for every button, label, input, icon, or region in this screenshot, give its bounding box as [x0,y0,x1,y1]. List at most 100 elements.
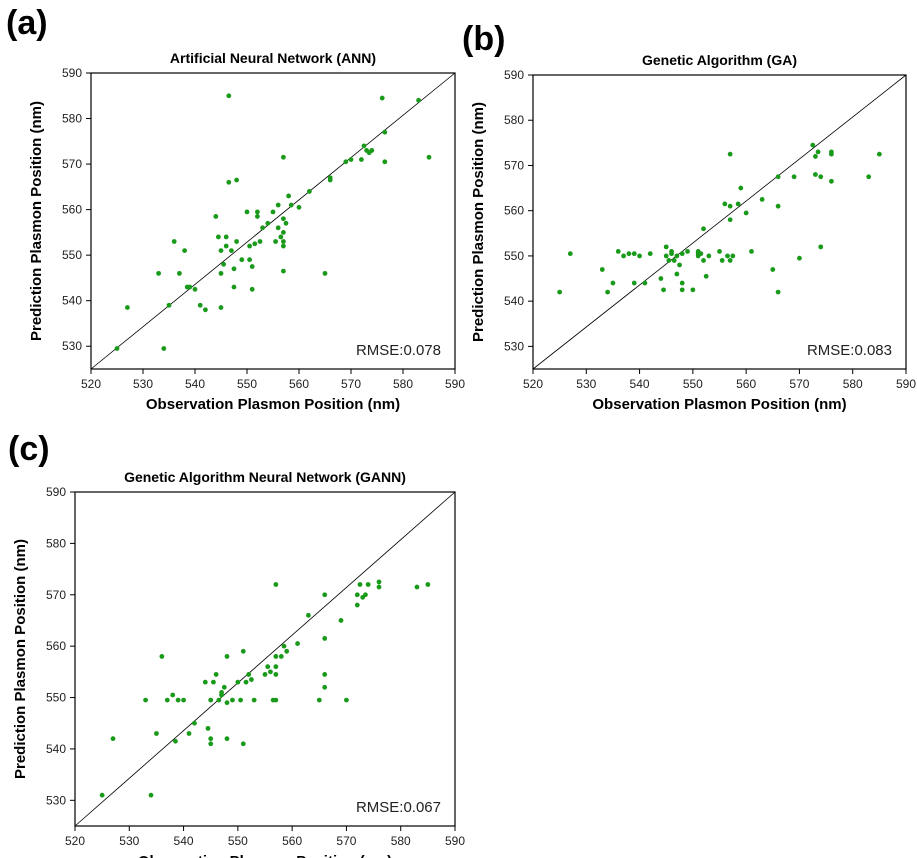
data-point [247,243,253,249]
y-tick-label: 540 [46,742,66,756]
data-point [637,253,642,259]
data-point [876,151,882,157]
data-point [382,129,388,135]
reference-line [74,491,456,827]
data-point [216,234,221,240]
data-point [738,185,744,191]
data-point [262,672,268,677]
data-point [677,262,682,268]
plot-frame [532,74,907,370]
data-point [247,257,253,263]
data-point [365,582,371,587]
data-point [218,270,224,276]
data-point [829,178,834,184]
data-point [679,287,685,293]
reference-line [90,72,456,370]
data-point [173,738,178,744]
reference-line [532,74,907,370]
data-point [296,204,302,210]
data-point [182,248,188,254]
data-point [164,697,170,703]
x-tick-label: 570 [336,834,356,848]
y-tick-label: 580 [46,536,66,550]
y-tick-label: 540 [62,294,82,308]
x-tick-label: 540 [630,377,650,391]
chart-title: Artificial Neural Network (ANN) [170,50,376,66]
data-point [281,154,286,160]
data-point [647,251,653,257]
data-point [818,174,824,180]
data-point [376,579,382,585]
data-point [226,179,232,185]
y-tick-label: 570 [62,157,82,171]
data-point [221,684,227,690]
x-tick-label: 590 [445,377,465,391]
data-point [203,307,208,313]
data-point [283,220,289,226]
x-tick-label: 590 [445,834,465,848]
rmse-annotation: RMSE:0.078 [356,342,441,359]
y-tick-label: 540 [504,294,524,308]
data-point [275,225,281,231]
data-point [192,720,197,726]
data-point [234,177,240,183]
data-point [166,302,172,308]
data-point [281,643,287,649]
data-point [278,234,284,240]
data-point [322,636,328,641]
data-point [797,255,802,261]
data-point [701,258,706,263]
data-point [376,584,382,590]
data-point [257,239,263,244]
data-point [249,677,254,682]
data-point [663,244,669,250]
data-point [278,654,284,659]
data-point [231,284,237,290]
rmse-annotation: RMSE:0.067 [356,799,441,816]
data-point [379,95,385,101]
data-point [671,258,677,263]
y-tick-label: 530 [62,339,82,353]
y-tick-label: 530 [504,339,524,353]
data-point [208,741,214,747]
data-point [663,253,669,259]
y-axis-label: Prediction Plasmon Position (nm) [12,539,29,779]
data-point [674,253,680,259]
data-point [775,203,781,209]
data-point [270,209,276,215]
plot-frame [90,72,456,370]
data-point [610,280,616,286]
data-point [205,725,211,731]
data-point [281,243,286,249]
data-point [273,239,278,244]
data-point [148,792,154,798]
chart-title: Genetic Algorithm (GA) [642,52,797,68]
data-point [252,241,258,247]
data-point [354,592,360,598]
data-point [143,697,148,703]
data-point [658,276,664,281]
data-point [230,697,235,703]
data-point [295,641,300,646]
data-point [211,679,216,685]
data-point [701,226,706,232]
y-tick-label: 560 [504,204,524,218]
data-point [599,267,605,272]
data-point [240,648,246,654]
x-axis-label: Observation Plasmon Position (nm) [592,396,846,413]
data-point [181,697,186,703]
data-point [338,618,344,623]
data-point [369,148,375,153]
data-point [382,159,388,165]
data-point [567,251,573,257]
data-point [866,174,872,180]
x-tick-label: 540 [185,377,205,391]
data-point [213,214,219,219]
y-tick-label: 530 [46,793,66,807]
data-point [239,257,245,263]
data-point [770,267,776,272]
y-tick-label: 570 [504,158,524,172]
data-point [666,258,672,263]
data-point [268,669,273,675]
data-point [306,612,311,618]
